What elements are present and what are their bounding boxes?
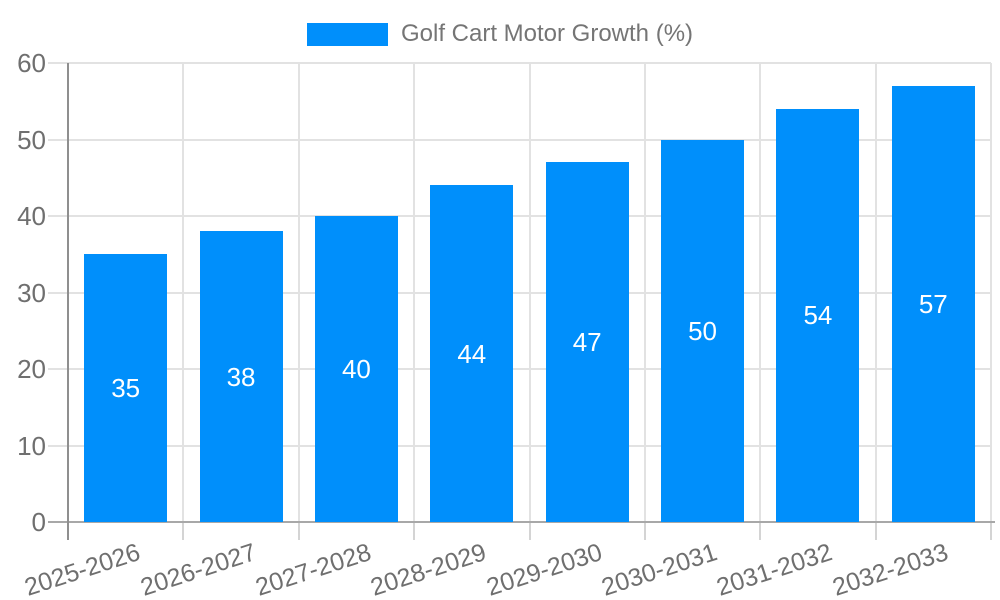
bar-2026-2027[interactable] [199,231,283,522]
gridline-vertical [874,63,877,522]
x-axis-category-label: 2031-2032 [713,538,836,600]
gridline-horizontal [48,368,991,370]
chart-legend[interactable]: Golf Cart Motor Growth (%) [0,20,1000,48]
bar-2032-2033[interactable] [891,85,975,522]
x-axis-tick [990,522,992,540]
bar-value-label: 54 [803,300,833,331]
bar-value-label: 50 [688,315,718,346]
bar-value-label: 47 [572,327,602,358]
bar-2027-2028[interactable] [314,216,398,522]
x-axis-category-label: 2032-2033 [828,538,952,600]
x-axis-category-label: 2026-2027 [136,538,260,600]
x-axis-tick [413,522,416,540]
bar-2028-2029[interactable] [430,185,514,522]
gridline-vertical [297,63,300,522]
gridline-vertical [182,63,185,522]
x-axis-category-label: 2030-2031 [598,538,721,600]
y-axis-tick-label: 30 [17,277,46,308]
gridline-horizontal [48,291,991,294]
y-axis-tick-label: 0 [31,507,46,537]
x-axis-tick [182,522,185,540]
gridline-horizontal [48,138,991,141]
y-axis-tick-label: 20 [17,354,46,384]
bar-2031-2032[interactable] [776,108,860,522]
gridline-horizontal [48,444,991,447]
bar-value-label: 44 [457,338,487,369]
y-axis-tick-label: 50 [17,124,46,155]
x-axis-category-label: 2028-2029 [367,538,490,600]
x-axis-category-label: 2027-2028 [252,538,375,600]
y-axis-tick-label: 10 [17,430,46,461]
x-axis-tick [874,522,877,540]
gridline-vertical [643,63,646,522]
bar-value-label: 40 [341,354,371,384]
gridline-vertical [759,63,762,522]
gridline-horizontal [48,215,991,217]
gridline-vertical [413,63,416,522]
y-axis-line [67,63,69,540]
bar-2029-2030[interactable] [545,162,629,522]
bar-value-label: 57 [918,288,948,319]
x-axis-tick [528,522,531,540]
bar-2025-2026[interactable] [84,254,168,522]
bar-2030-2031[interactable] [661,139,745,522]
gridline-horizontal [48,62,991,64]
x-axis-tick [297,522,300,540]
x-axis-category-label: 2029-2030 [482,538,606,600]
x-axis-line [48,521,995,523]
x-axis-category-label: 2025-2026 [21,538,144,600]
bar-value-label: 35 [111,373,141,404]
x-axis-tick [643,522,646,540]
legend-label: Golf Cart Motor Growth (%) [400,20,694,47]
y-axis-tick-label: 40 [17,201,46,231]
gridline-vertical [528,63,531,522]
x-axis-tick [759,522,762,540]
y-axis-tick-label: 60 [17,48,46,78]
gridline-vertical [990,63,992,522]
bar-value-label: 38 [226,361,256,392]
legend-marker [306,22,388,46]
